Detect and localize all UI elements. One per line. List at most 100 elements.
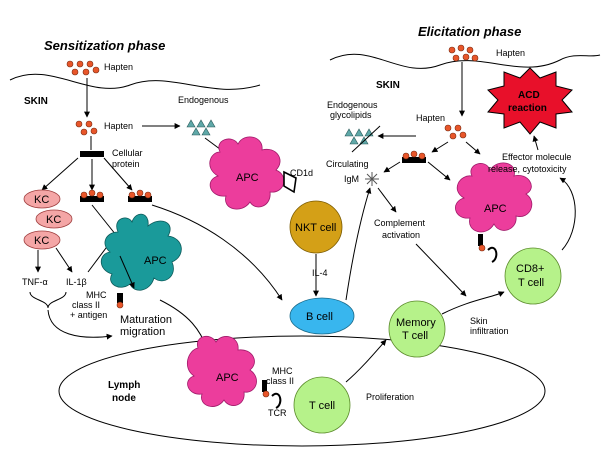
kc-label-3: KC — [34, 235, 49, 247]
apc-label-center: APC — [236, 172, 259, 184]
mhc-label-left-2: class II — [72, 300, 100, 310]
arrow-memory-to-cd8 — [441, 291, 505, 315]
lymph-label-2: node — [112, 393, 136, 404]
igm-icon — [365, 172, 379, 186]
cellular-protein-bar — [80, 151, 104, 157]
arrow-conjugate2-to-bcell — [151, 204, 283, 301]
kc-cell-2 — [35, 209, 73, 229]
cytokine-brace — [29, 291, 67, 309]
cd8-label-1: CD8+ — [516, 263, 544, 275]
mhc-receptor-right — [478, 234, 498, 263]
kc-cell-1 — [23, 189, 61, 209]
arrow-conjugate-to-igm — [383, 161, 401, 173]
il4-label: IL-4 — [312, 268, 328, 278]
arrow-kc-to-il1b — [55, 247, 73, 273]
tcell-label: T cell — [309, 400, 335, 412]
apc-label-left: APC — [144, 255, 167, 267]
cd1d-label: CD1d — [290, 168, 313, 178]
arrow-igm-to-complement — [377, 187, 397, 213]
arrow-hapten-to-apc-right — [465, 141, 481, 155]
maturation-label-2: migration — [120, 326, 165, 338]
circulating-label-1: Circulating — [326, 159, 369, 169]
kc-label-1: KC — [34, 194, 49, 206]
hapten-cluster-right — [444, 124, 467, 140]
complement-label-2: activation — [382, 230, 420, 240]
circulating-label-2: IgM — [344, 174, 359, 184]
arrow-to-conjugate-2 — [103, 157, 133, 191]
mhc-tcr-receptor — [262, 380, 282, 409]
cellular-protein-label-2: protein — [112, 159, 140, 169]
arrow-to-kc — [41, 157, 79, 191]
kc-label-2: KC — [46, 214, 61, 226]
proliferation-label: Proliferation — [366, 392, 414, 402]
endogenous-label-left: Endogenous — [178, 95, 229, 105]
skin-infiltration-label-2: infiltration — [470, 326, 509, 336]
t-cell — [293, 376, 351, 434]
endogenous-label-right-1: Endogenous — [327, 100, 378, 110]
acd-reaction-burst — [487, 67, 573, 135]
cellular-protein-label-1: Cellular — [112, 148, 143, 158]
apc-pink-center — [209, 136, 285, 210]
hapten-cluster-left — [75, 120, 98, 136]
hapten-label-right: Hapten — [416, 113, 445, 123]
apc-pink-right — [455, 162, 533, 233]
lymph-label-1: Lymph — [108, 380, 140, 391]
glycolipid-cluster-right — [344, 128, 374, 145]
memory-t-cell — [388, 300, 446, 358]
hapten-conjugate-1 — [80, 189, 104, 202]
maturation-label-1: Maturation — [120, 314, 172, 326]
mhc-label-lymph-2: class II — [266, 376, 294, 386]
bcell-label: B cell — [306, 311, 333, 323]
elicitation-title: Elicitation phase — [418, 24, 521, 39]
apc-label-right: APC — [484, 203, 507, 215]
apc-label-lymph: APC — [216, 372, 239, 384]
arrow-bcell-to-igm — [345, 187, 372, 301]
arrow-cd8-to-effector — [559, 177, 576, 251]
skin-infiltration-label-1: Skin — [470, 316, 488, 326]
arrow-cytokine-to-maturation — [47, 309, 113, 340]
tnf-label: TNF-α — [22, 277, 48, 287]
arrow-apc-antigen — [119, 255, 135, 289]
hapten-label-top-right: Hapten — [496, 48, 525, 58]
cd1d-receptor — [283, 170, 297, 194]
sensitization-title: Sensitization phase — [44, 38, 165, 53]
il1b-label: IL-1β — [66, 277, 87, 287]
nkt-label: NKT cell — [295, 222, 336, 234]
effector-label-1: Effector molecule — [502, 152, 571, 162]
hapten-conjugate-right — [402, 150, 426, 163]
skin-label-left: SKIN — [24, 96, 48, 107]
cd8-t-cell — [504, 247, 562, 305]
mhc-label-left-1: MHC — [86, 290, 107, 300]
apc-teal-left — [100, 213, 182, 291]
hapten-cluster-top-left — [66, 60, 100, 76]
skin-surface-left — [9, 73, 261, 90]
kc-cell-3 — [23, 230, 61, 250]
nkt-cell — [289, 200, 343, 254]
b-cell — [289, 297, 355, 335]
hapten-label-left: Hapten — [104, 121, 133, 131]
arrow-tcell-to-memory — [345, 339, 387, 383]
tcr-label: TCR — [268, 408, 287, 418]
mhc-label-left-3: + antigen — [70, 310, 107, 320]
hapten-conjugate-2 — [128, 189, 152, 202]
hapten-cluster-top-right — [448, 44, 479, 62]
acd-label-1: ACD — [518, 90, 540, 101]
apc-pink-lymph — [186, 335, 257, 407]
arrow-complement-to-infiltration — [415, 243, 467, 297]
cd8-label-2: T cell — [518, 277, 544, 289]
lymph-node — [58, 335, 546, 447]
mhc-label-lymph-1: MHC — [272, 366, 293, 376]
arrow-hapten-to-conjugate-right — [431, 141, 449, 153]
endogenous-label-right-2: glycolipids — [330, 110, 372, 120]
skin-surface-right — [329, 53, 601, 69]
skin-label-right: SKIN — [376, 80, 400, 91]
complement-label-1: Complement — [374, 218, 426, 228]
mhc-receptor-left — [116, 293, 124, 309]
memory-label-1: Memory — [396, 317, 436, 329]
acd-label-2: reaction — [508, 103, 547, 114]
arrow-effector-to-acd — [532, 135, 539, 151]
line-glycolipid-to-apc-center — [351, 125, 381, 153]
effector-label-2: release, cytotoxicity — [488, 164, 567, 174]
